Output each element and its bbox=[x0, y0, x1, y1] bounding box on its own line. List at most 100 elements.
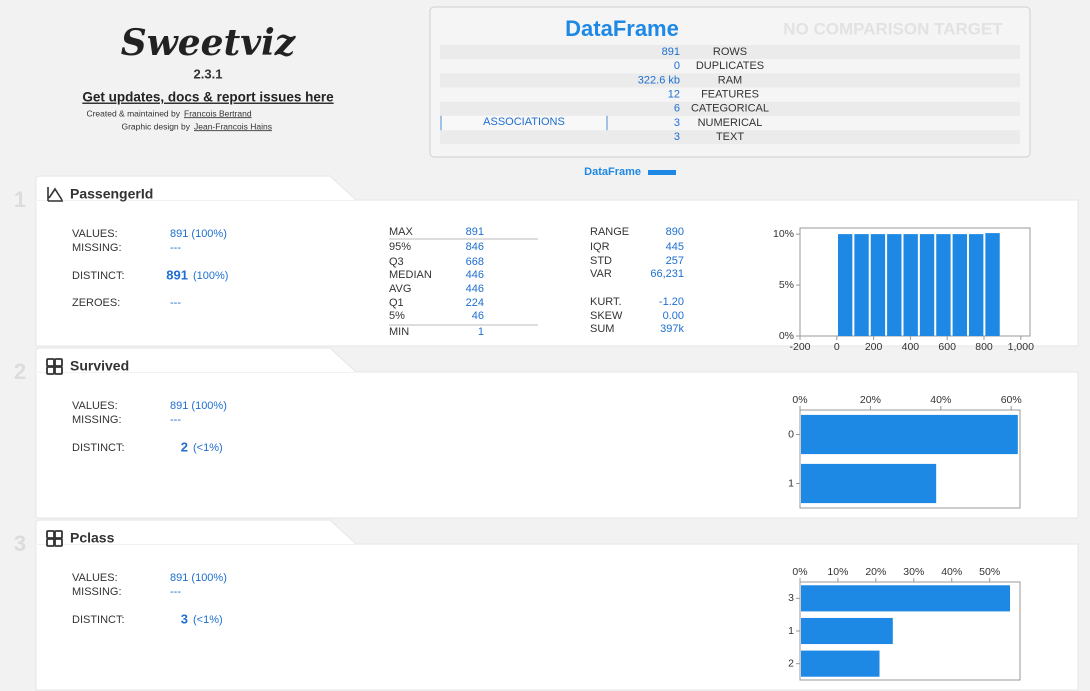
stat-label: ZEROES: bbox=[72, 297, 120, 309]
quantile-value: 846 bbox=[466, 241, 484, 253]
quantile-value: 224 bbox=[466, 297, 484, 309]
moment-value: 397k bbox=[660, 323, 684, 335]
histogram-bar bbox=[870, 234, 886, 336]
quantile-value: 668 bbox=[466, 256, 484, 268]
stat-label: VALUES: bbox=[72, 400, 118, 412]
summary-title: DataFrame bbox=[565, 16, 679, 41]
row-value: 0 bbox=[674, 60, 680, 72]
row-label: RAM bbox=[718, 74, 742, 86]
histogram-bar bbox=[854, 234, 869, 336]
card-tab-edge bbox=[35, 347, 357, 373]
button-label[interactable]: ASSOCIATIONS bbox=[483, 116, 565, 128]
stat-value: 891 (100%) bbox=[170, 572, 227, 584]
quantile-label: Q3 bbox=[389, 256, 404, 268]
histogram-bar bbox=[968, 234, 984, 336]
stat-value: --- bbox=[170, 242, 181, 254]
legend-swatch bbox=[648, 170, 676, 175]
stat-pct: (100%) bbox=[193, 270, 228, 282]
legend-label: DataFrame bbox=[584, 166, 641, 178]
moment-value: 257 bbox=[666, 255, 684, 267]
feature-index: 3 bbox=[14, 531, 26, 556]
stat-label: VALUES: bbox=[72, 228, 118, 240]
type-icon bbox=[54, 530, 63, 539]
histogram-bar bbox=[936, 234, 951, 336]
x-tick-label: 10% bbox=[827, 566, 848, 578]
row-stripe bbox=[440, 101, 1020, 116]
type-icon bbox=[47, 187, 63, 202]
credit: Graphic design by bbox=[121, 121, 190, 131]
x-tick-label: 0% bbox=[792, 566, 807, 578]
stat-value: 891 (100%) bbox=[170, 228, 227, 240]
quantile-label: MAX bbox=[389, 226, 414, 238]
quantile-value: 891 bbox=[466, 226, 484, 238]
x-tick-label: 40% bbox=[930, 394, 951, 406]
quantile-value: 1 bbox=[478, 326, 484, 338]
stat-label: MISSING: bbox=[72, 586, 122, 598]
y-tick-label: 2 bbox=[788, 657, 794, 669]
moment-label: RANGE bbox=[590, 226, 629, 238]
histogram-bar bbox=[887, 234, 902, 336]
quantile-label: 95% bbox=[389, 241, 411, 253]
feature-name: Pclass bbox=[70, 530, 115, 546]
y-tick-label: 0 bbox=[788, 428, 794, 440]
row-stripe bbox=[440, 130, 1020, 145]
logo: Sweetviz bbox=[121, 22, 297, 64]
version: 2.3.1 bbox=[194, 66, 223, 81]
type-icon bbox=[46, 530, 55, 539]
histogram-bar bbox=[952, 234, 967, 336]
moment-label: SKEW bbox=[590, 310, 623, 322]
stat-label: DISTINCT: bbox=[72, 614, 125, 626]
moment-value: 66,231 bbox=[650, 268, 684, 280]
x-tick-label: 50% bbox=[979, 566, 1000, 578]
moment-value: 445 bbox=[666, 241, 684, 253]
x-tick-label: 1,000 bbox=[1008, 341, 1034, 353]
row-value: 3 bbox=[674, 131, 680, 143]
y-tick-label: 10% bbox=[773, 228, 794, 240]
type-icon bbox=[46, 366, 55, 375]
x-tick-label: 200 bbox=[865, 341, 883, 353]
x-tick-label: -200 bbox=[789, 341, 810, 353]
stat-label: DISTINCT: bbox=[72, 270, 125, 282]
type-icon bbox=[54, 538, 63, 547]
bar bbox=[801, 414, 1018, 455]
y-tick-label: 3 bbox=[788, 592, 794, 604]
x-tick-label: 400 bbox=[902, 341, 920, 353]
x-tick-label: 60% bbox=[1001, 394, 1022, 406]
card-tab-edge bbox=[35, 519, 357, 545]
histogram-bar bbox=[919, 234, 935, 336]
stat-value: --- bbox=[170, 297, 181, 309]
y-tick-label: 5% bbox=[779, 279, 794, 291]
row-value: 12 bbox=[668, 89, 680, 101]
row-label: FEATURES bbox=[701, 89, 759, 101]
stat-value: --- bbox=[170, 586, 181, 598]
type-icon bbox=[46, 538, 55, 547]
bar bbox=[801, 585, 1010, 612]
quantile-label: Q1 bbox=[389, 297, 404, 309]
card-tab bbox=[36, 520, 356, 546]
stat-value: --- bbox=[170, 414, 181, 426]
feature-name: PassengerId bbox=[70, 186, 153, 202]
docs-link[interactable]: Get updates, docs & report issues here bbox=[82, 90, 334, 105]
card-tab bbox=[36, 348, 356, 374]
stat-pct: (<1%) bbox=[193, 442, 223, 454]
type-icon bbox=[46, 358, 55, 367]
histogram-bar bbox=[837, 234, 853, 336]
moment-value: 0.00 bbox=[663, 310, 684, 322]
row-value: 6 bbox=[674, 103, 680, 115]
row-label: TEXT bbox=[716, 131, 744, 143]
moment-label: IQR bbox=[590, 241, 610, 253]
card-tab-edge bbox=[35, 175, 357, 201]
y-tick-label: 0% bbox=[779, 330, 794, 342]
author-link[interactable]: Francois Bertrand bbox=[184, 108, 252, 118]
stat-label: MISSING: bbox=[72, 414, 122, 426]
row-label: DUPLICATES bbox=[696, 60, 764, 72]
type-icon bbox=[54, 366, 63, 375]
stat-value: 891 bbox=[166, 267, 188, 282]
x-tick-label: 20% bbox=[865, 566, 886, 578]
bar bbox=[801, 617, 893, 645]
row-value: 3 bbox=[674, 117, 680, 129]
author-link[interactable]: Jean-Francois Hains bbox=[194, 121, 272, 131]
row-label: ROWS bbox=[713, 46, 747, 58]
stat-value: 2 bbox=[181, 439, 188, 454]
